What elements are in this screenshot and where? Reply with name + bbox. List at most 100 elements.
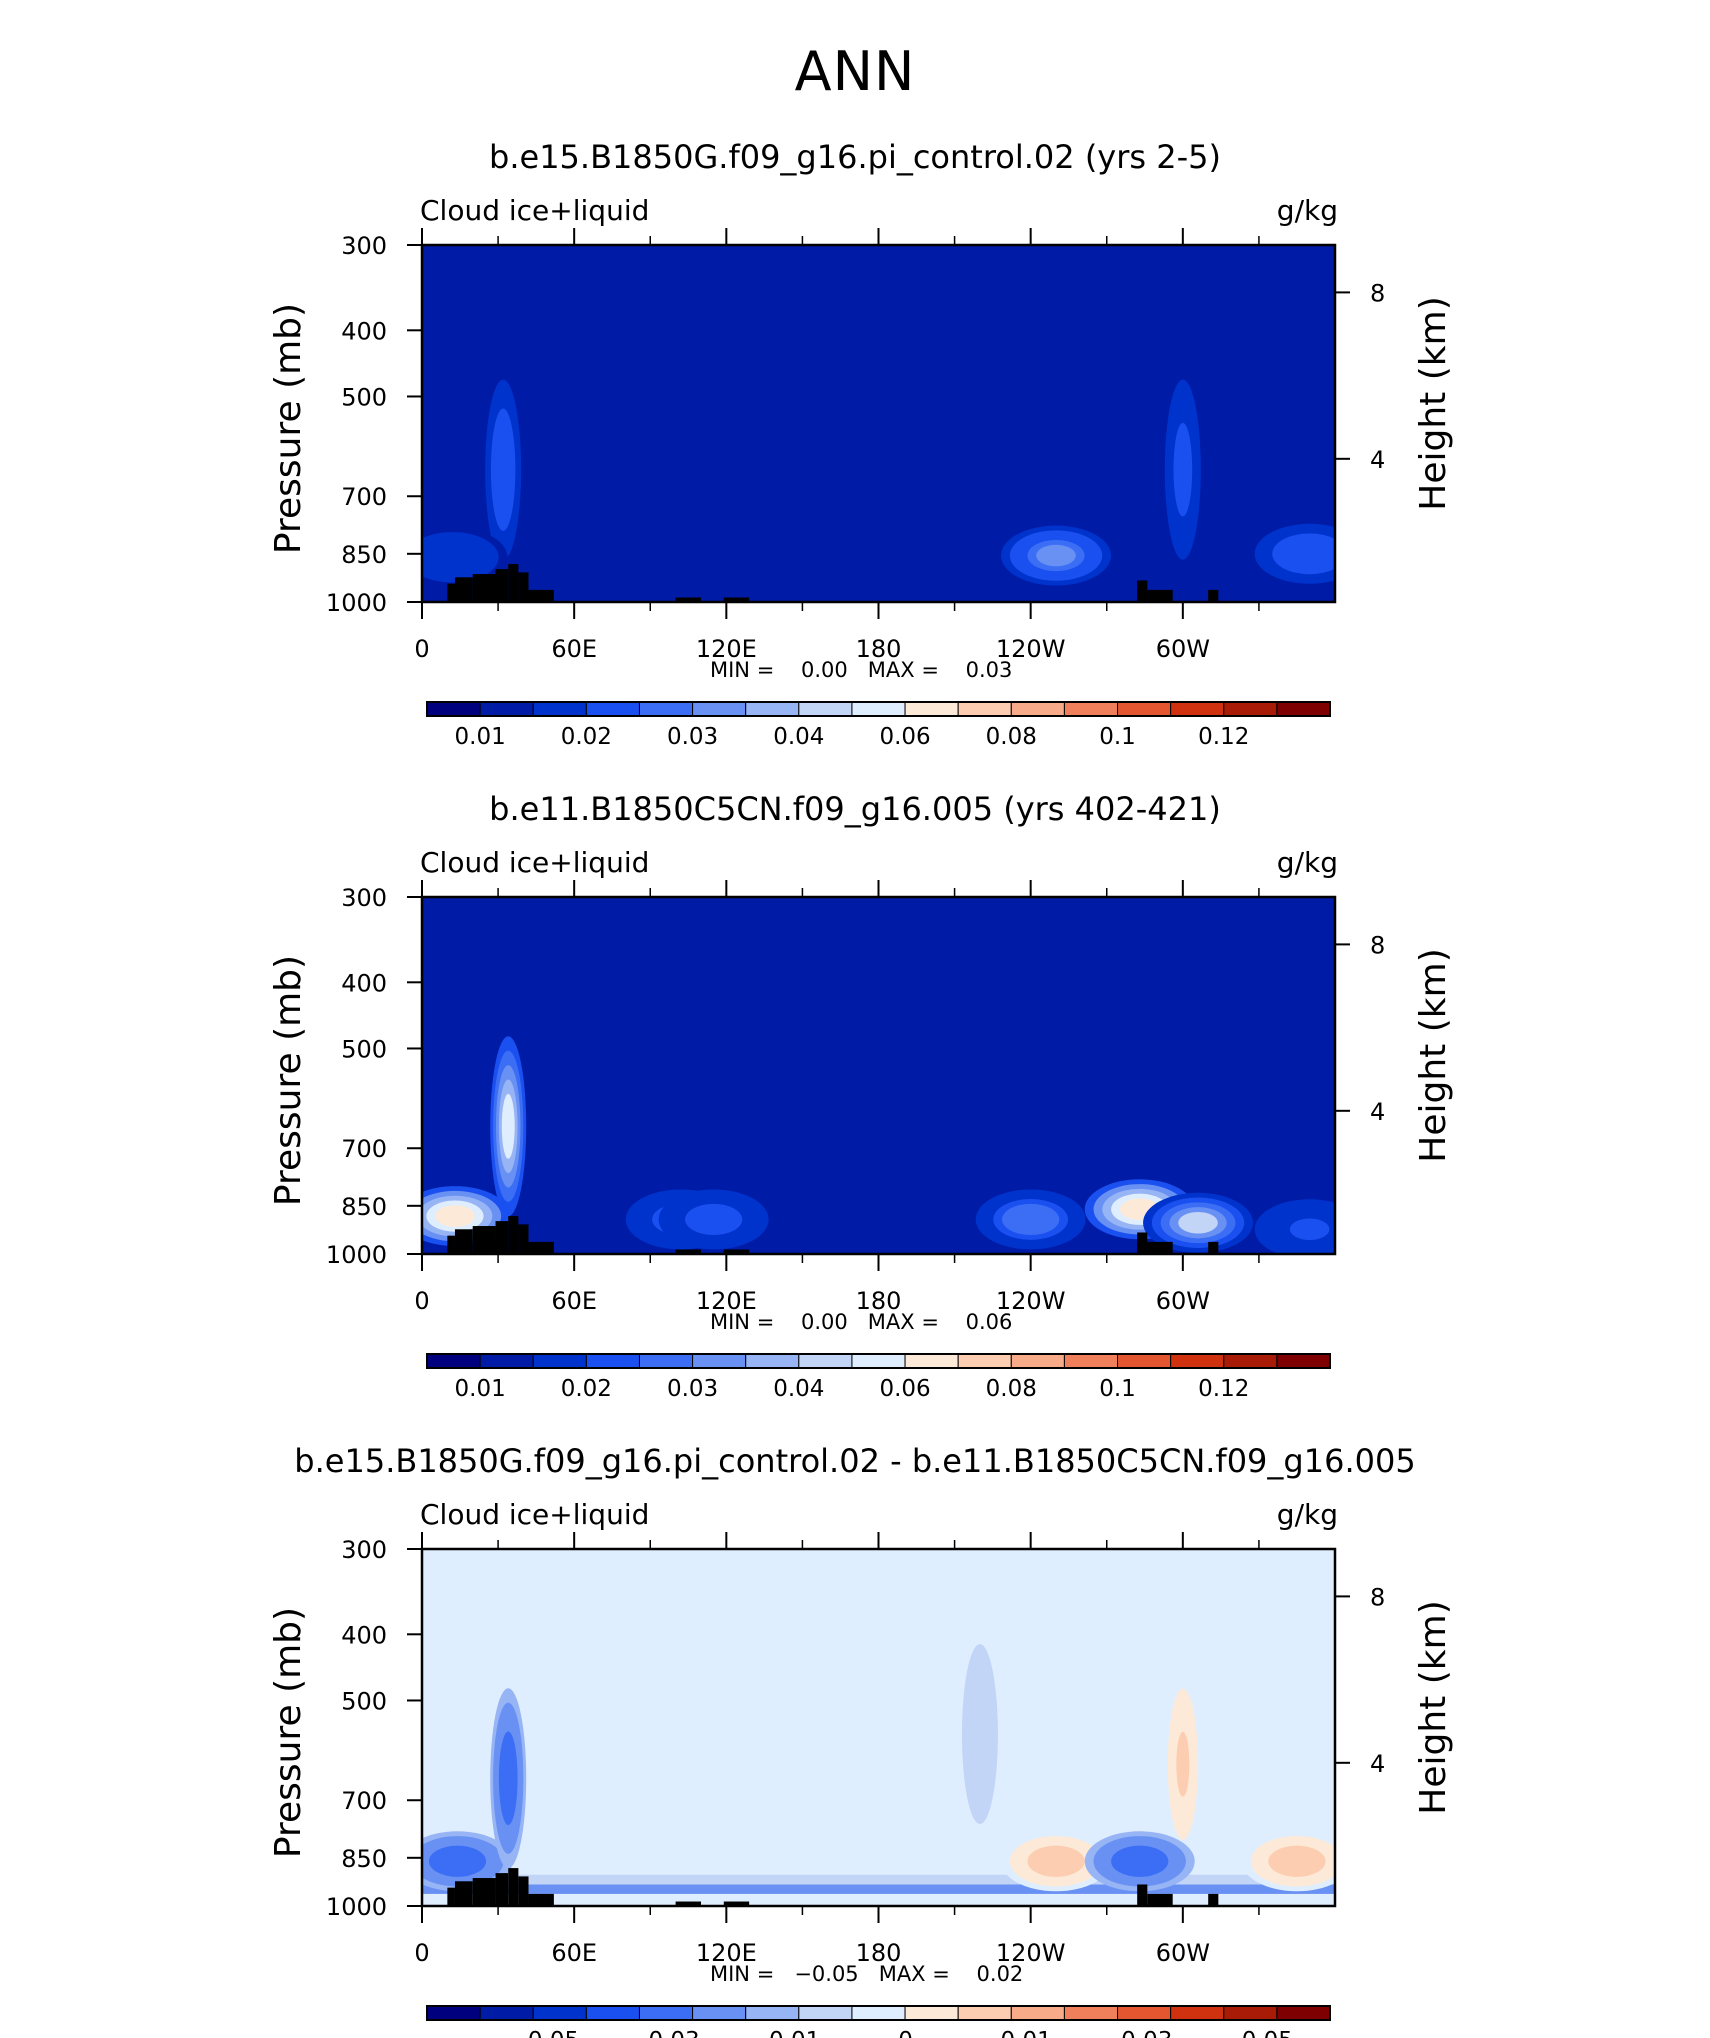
x-tick-label: 120E: [696, 1939, 757, 1967]
land-mask: [495, 1221, 509, 1254]
colorbar-swatch: [1276, 701, 1331, 717]
land-mask: [675, 1901, 701, 1906]
colorbar-tick-label: 0.01: [455, 1376, 506, 1402]
colorbar-swatch: [1117, 2005, 1172, 2021]
land-mask: [447, 583, 455, 602]
colorbar-swatch: [1063, 1353, 1119, 1369]
colorbar-tick-label: 0: [898, 2028, 913, 2038]
colorbar-swatch: [1223, 701, 1278, 717]
colorbar-swatch: [745, 1353, 800, 1369]
colorbar-swatch: [798, 2005, 853, 2021]
contour-field: [422, 1644, 1335, 1906]
y-tick-label: 1000: [326, 1893, 387, 1921]
chart-panel-difference: b.e15.B1850G.f09_g16.pi_control.02 - b.e…: [268, 1442, 1454, 2038]
y-tick-label: 500: [341, 383, 387, 411]
colorbar-swatch: [479, 701, 534, 717]
colorbar-tick-label: 0.03: [667, 1376, 718, 1402]
colorbar-tick-label: 0.12: [1198, 1376, 1249, 1402]
colorbar-tick-label: 0.01: [1001, 2028, 1052, 2038]
colorbar-tick-label: 0.03: [1121, 2028, 1172, 2038]
colorbar-swatch: [1117, 701, 1172, 717]
colorbar-swatch: [532, 701, 587, 717]
contour-blob: [501, 1093, 515, 1159]
contour-field: [422, 379, 1335, 602]
colorbar-swatch: [1170, 701, 1225, 717]
colorbar-swatch: [904, 701, 959, 717]
land-mask: [508, 1868, 519, 1906]
land-mask: [472, 1226, 496, 1254]
colorbar-tick-label: 0.1: [1099, 724, 1136, 750]
land-mask: [508, 1216, 519, 1254]
colorbar-tick-label: 0.03: [667, 724, 718, 750]
contour-blob: [501, 1745, 515, 1811]
land-mask: [528, 589, 554, 602]
field-label: Cloud ice+liquid: [420, 846, 649, 879]
colorbar-swatch: [957, 2005, 1012, 2021]
units-label: g/kg: [1277, 1498, 1338, 1531]
colorbar-swatch: [1170, 1353, 1225, 1369]
x-tick-label: 60W: [1156, 1939, 1210, 1967]
colorbar-swatch: [1276, 1353, 1331, 1369]
contour-blob: [496, 437, 510, 503]
land-mask: [1137, 580, 1148, 602]
land-mask: [454, 1881, 473, 1906]
colorbar-swatch: [1010, 1353, 1065, 1369]
contour-blob: [1036, 544, 1076, 567]
colorbar-swatch: [585, 2005, 640, 2021]
contour-blob: [1289, 543, 1330, 565]
colorbar-tick-label: 0.06: [879, 1376, 930, 1402]
colorbar-swatch: [957, 701, 1012, 717]
land-mask: [723, 597, 750, 602]
x-tick-label: 120E: [696, 635, 757, 663]
colorbar-tick-label: 0.06: [879, 724, 930, 750]
colorbar-swatch: [426, 701, 481, 717]
colorbar-swatch: [904, 1353, 959, 1369]
colorbar-tick-label: 0.01: [455, 724, 506, 750]
y-tick-label: 850: [341, 1193, 387, 1221]
land-mask: [454, 577, 473, 602]
y-axis-title: Pressure (mb): [268, 1607, 309, 1858]
x-tick-label: 60W: [1156, 635, 1210, 663]
contour-blob: [1176, 437, 1190, 503]
colorbar-swatch: [638, 2005, 694, 2021]
colorbar-swatch: [904, 2005, 959, 2021]
y-tick-label: 400: [341, 1621, 387, 1649]
x-tick-label: 120W: [996, 1939, 1066, 1967]
colorbar-swatch: [1010, 2005, 1065, 2021]
y-tick-label: 1000: [326, 589, 387, 617]
contour-blob: [1289, 1218, 1330, 1241]
colorbar-swatch: [426, 2005, 481, 2021]
contour-blob: [1277, 1850, 1317, 1873]
colorbar-swatch: [1117, 1353, 1172, 1369]
y-right-tick-label: 4: [1370, 1098, 1385, 1126]
contour-blob: [435, 1205, 475, 1227]
y-right-axis-title: Height (km): [1413, 296, 1454, 510]
colorbar-tick-label: 0.05: [1242, 2028, 1293, 2038]
colorbar-swatch: [532, 1353, 587, 1369]
land-mask: [1137, 1884, 1148, 1906]
min-max-stats: MIN = 0.00 MAX = 0.03: [710, 658, 1012, 682]
contour-blob: [437, 1850, 478, 1873]
y-right-tick-label: 8: [1370, 931, 1385, 959]
colorbar-tick-label: −0.01: [750, 2028, 820, 2038]
land-mask: [495, 569, 509, 602]
units-label: g/kg: [1277, 194, 1338, 227]
colorbar-swatch: [1063, 2005, 1119, 2021]
colorbar-tick-label: 0.02: [561, 1376, 612, 1402]
field-label: Cloud ice+liquid: [420, 194, 649, 227]
colorbar-swatch: [851, 2005, 906, 2021]
contour-blob: [432, 546, 473, 569]
x-tick-label: 0: [414, 1287, 429, 1315]
x-tick-label: 180: [856, 1287, 902, 1315]
colorbar-swatch: [426, 1353, 481, 1369]
panel-title: b.e15.B1850G.f09_g16.pi_control.02 (yrs …: [489, 138, 1221, 176]
land-mask: [1147, 589, 1173, 602]
contour-blob: [1036, 1850, 1076, 1873]
y-tick-label: 400: [341, 969, 387, 997]
colorbar-frame: [426, 2005, 1331, 2021]
x-tick-label: 0: [414, 635, 429, 663]
colorbar-swatch: [1170, 2005, 1225, 2021]
colorbar-tick-label: 0.12: [1198, 724, 1249, 750]
land-mask: [675, 1249, 701, 1254]
colorbar-swatch: [851, 1353, 906, 1369]
